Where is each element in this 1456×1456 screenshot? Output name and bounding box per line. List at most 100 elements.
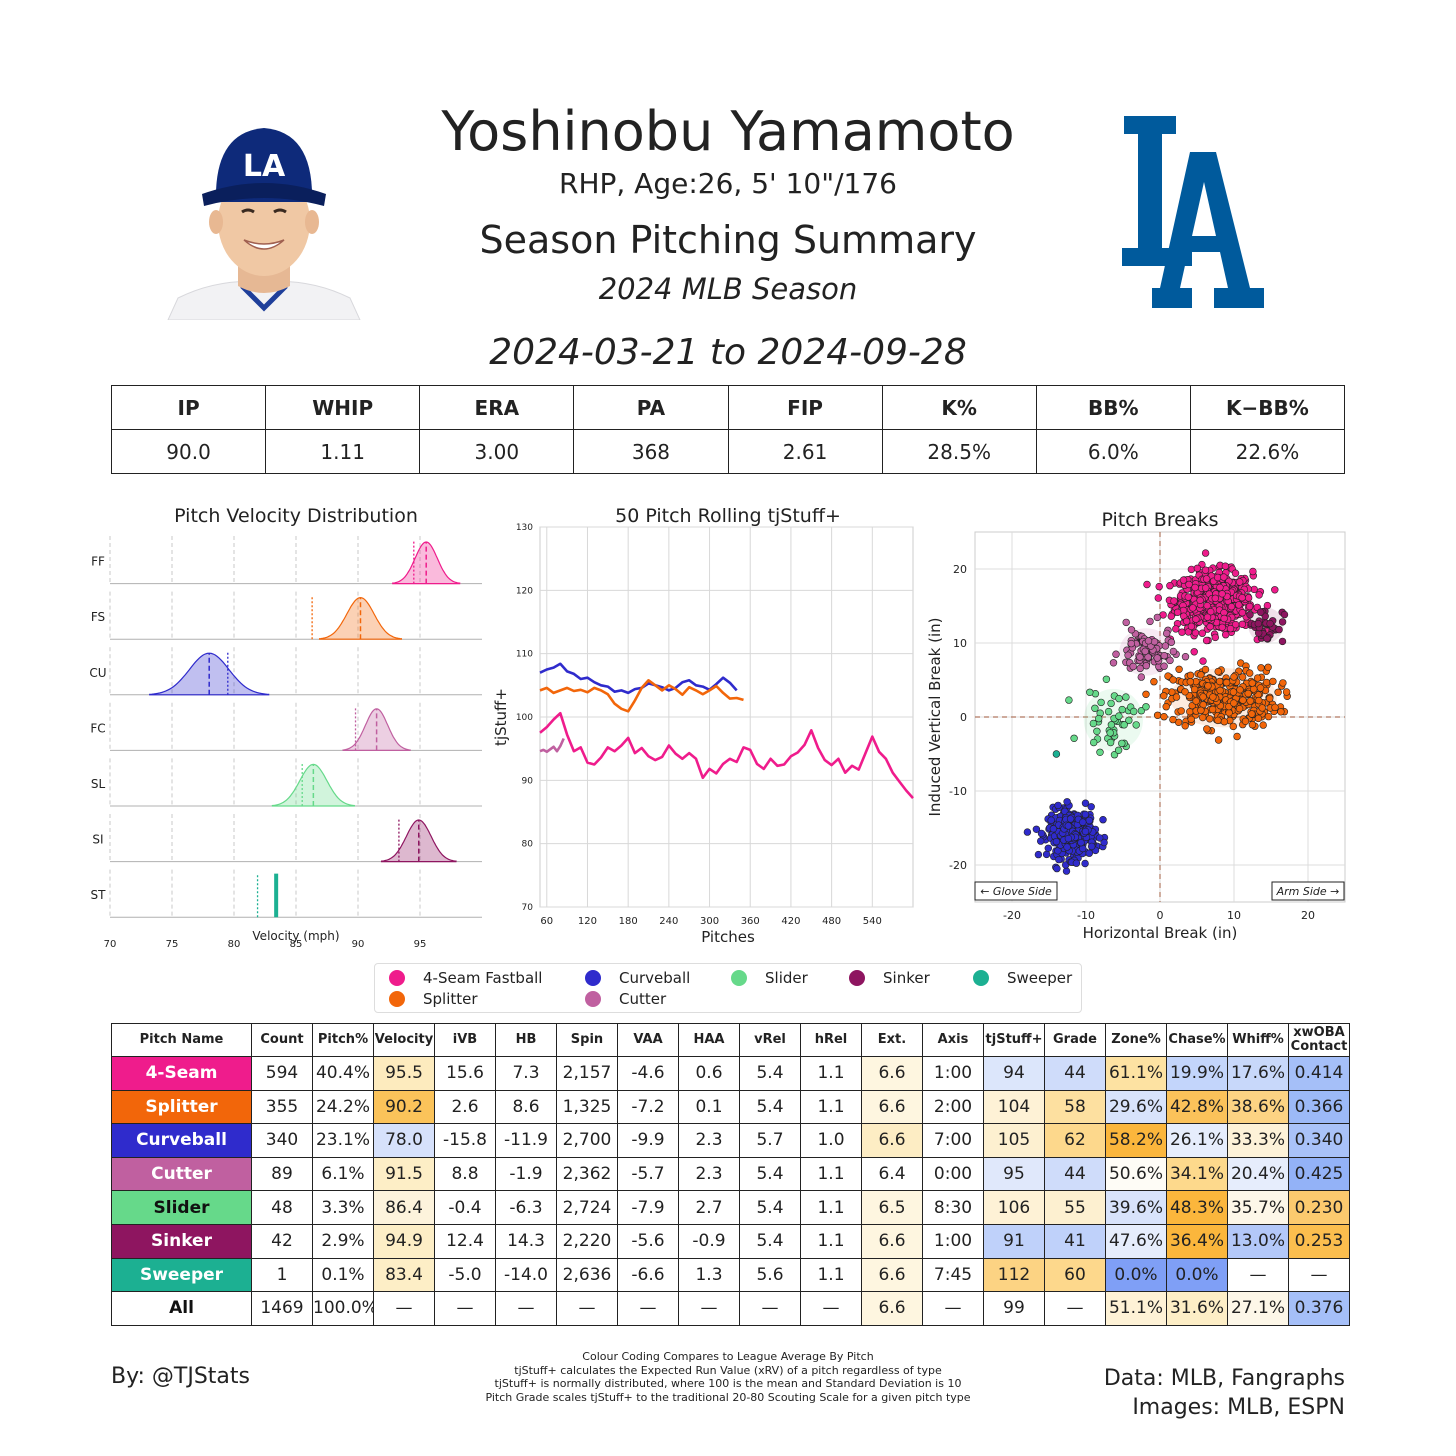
legend-label: Cutter — [619, 990, 667, 1008]
break-point — [1221, 562, 1230, 570]
break-point — [1274, 688, 1282, 697]
velocity-row-label: SI — [92, 833, 103, 847]
pitch-table-cell: 7.3 — [495, 1056, 557, 1091]
pitch-table-cell: 106 — [983, 1190, 1045, 1225]
legend-marker-icon — [849, 970, 865, 986]
pitch-table-cell: -7.2 — [617, 1089, 679, 1125]
break-point — [1246, 611, 1254, 619]
stat-header: K−BB% — [1189, 385, 1346, 430]
pitch-table-cell: 2.7 — [678, 1190, 740, 1225]
rolling-y-tick: 70 — [522, 903, 534, 913]
break-point — [1282, 688, 1291, 696]
break-point — [1093, 727, 1101, 736]
pitch-table-cell: 1.1 — [800, 1257, 862, 1293]
break-point — [1186, 678, 1194, 686]
break-point — [1269, 677, 1277, 686]
breaks-x-tick: -20 — [1003, 909, 1021, 922]
break-point — [1231, 620, 1240, 629]
break-point — [1127, 626, 1136, 634]
break-point — [1182, 617, 1191, 626]
break-point — [1181, 722, 1189, 730]
break-point — [1070, 734, 1078, 743]
velocity-x-axis-label: Velocity (mph) — [252, 929, 339, 943]
pitch-table-cell: 1.1 — [800, 1156, 862, 1192]
pitch-table-cell: -1.9 — [495, 1156, 557, 1192]
break-point — [1036, 837, 1045, 845]
break-point — [1222, 678, 1231, 687]
footer-note: Pitch Grade scales tjStuff+ to the tradi… — [485, 1390, 971, 1404]
pitch-table-cell: -5.6 — [617, 1223, 679, 1259]
break-point — [1096, 834, 1104, 842]
rolling-y-tick: 120 — [516, 586, 533, 596]
velocity-row-label: FS — [91, 610, 105, 624]
velocity-distribution-chart: Pitch Velocity Distribution FF FS CU FC SL SI… — [89, 505, 482, 950]
pitch-table-header: Grade — [1044, 1023, 1106, 1057]
pitch-table-cell: 0:00 — [922, 1156, 984, 1192]
break-point — [1250, 585, 1258, 594]
break-point — [1238, 608, 1246, 617]
pitch-table-cell: -6.6 — [617, 1257, 679, 1293]
pitch-table-cell: 34.1% — [1166, 1156, 1228, 1192]
legend-label: 4-Seam Fastball — [423, 969, 543, 987]
footer-note: tjStuff+ is normally distributed, where … — [494, 1377, 962, 1391]
rolling-line-cu — [539, 662, 738, 695]
rolling-x-tick: 360 — [741, 916, 760, 927]
date-range: 2024-03-21 to 2024-09-28 — [489, 332, 967, 373]
pitch-table-cell: — — [800, 1291, 862, 1326]
pitch-table-cell: 1.1 — [800, 1089, 862, 1125]
break-point — [1141, 647, 1149, 656]
pitch-table-cell: 2.9% — [312, 1223, 374, 1259]
stat-header: FIP — [727, 385, 883, 430]
pitch-table-row: Sweeper 1 0.1% 83.4 -5.0 -14.0 2,636 -6.6 1.3 5.6… — [111, 1257, 1350, 1293]
breaks-points-si — [1246, 607, 1289, 646]
pitch-table-cell: 61.1% — [1105, 1056, 1167, 1091]
pitch-table-cell: -9.9 — [617, 1123, 679, 1158]
pitch-table-cell: — — [678, 1291, 740, 1326]
break-point — [1254, 619, 1262, 628]
pitch-table-cell: 1.0 — [800, 1123, 862, 1158]
pitch-table-cell: 2,220 — [556, 1223, 618, 1259]
break-point — [1160, 662, 1168, 670]
break-point — [1085, 816, 1094, 825]
break-point — [1201, 665, 1210, 674]
break-point — [1167, 612, 1176, 620]
pitch-table-cell: 5.4 — [739, 1223, 801, 1259]
pitch-table-cell: 5.6 — [739, 1257, 801, 1293]
cap-logo-text: LA — [243, 149, 286, 184]
pitch-table-cell: — — [373, 1291, 435, 1326]
pitch-table-cell: -0.4 — [434, 1190, 496, 1225]
break-point — [1162, 703, 1170, 711]
breaks-points-fc — [1109, 613, 1190, 681]
break-point — [1238, 673, 1247, 681]
legend-label: Curveball — [619, 969, 691, 987]
break-point — [1173, 608, 1182, 617]
pitch-table-cell: 2.3 — [678, 1156, 740, 1192]
pitch-table-header: HAA — [678, 1023, 740, 1057]
pitch-table-header: Velocity — [373, 1023, 435, 1057]
pitch-table-cell: 2,724 — [556, 1190, 618, 1225]
pitch-name-cell: 4-Seam — [111, 1056, 252, 1091]
glove-side-text: ← Glove Side — [980, 885, 1052, 898]
break-point — [1085, 849, 1094, 857]
break-point — [1239, 696, 1247, 704]
pitch-table-cell: 78.0 — [373, 1123, 435, 1158]
breaks-points-sl — [1065, 675, 1150, 759]
pitch-table-header: Spin — [556, 1023, 618, 1057]
break-point — [1214, 573, 1222, 582]
break-point — [1225, 709, 1233, 717]
break-point — [1227, 602, 1236, 611]
break-point — [1187, 622, 1196, 631]
break-point — [1235, 601, 1243, 609]
pitch-table-cell: 41 — [1044, 1223, 1106, 1259]
break-point — [1206, 622, 1214, 631]
pitch-table-cell: 0.0% — [1166, 1257, 1228, 1293]
pitch-table-cell: 1.1 — [800, 1056, 862, 1091]
break-point — [1264, 663, 1272, 672]
pitch-table-cell: 0.1% — [312, 1257, 374, 1293]
break-point — [1254, 714, 1263, 723]
break-point — [1081, 827, 1090, 836]
pitch-table-row: Splitter 355 24.2% 90.2 2.6 8.6 1,325 -7.2 0.1 5.… — [111, 1089, 1350, 1125]
rolling-x-tick: 180 — [619, 916, 638, 927]
break-point — [1229, 722, 1237, 731]
pitch-table-cell: 8:30 — [922, 1190, 984, 1225]
